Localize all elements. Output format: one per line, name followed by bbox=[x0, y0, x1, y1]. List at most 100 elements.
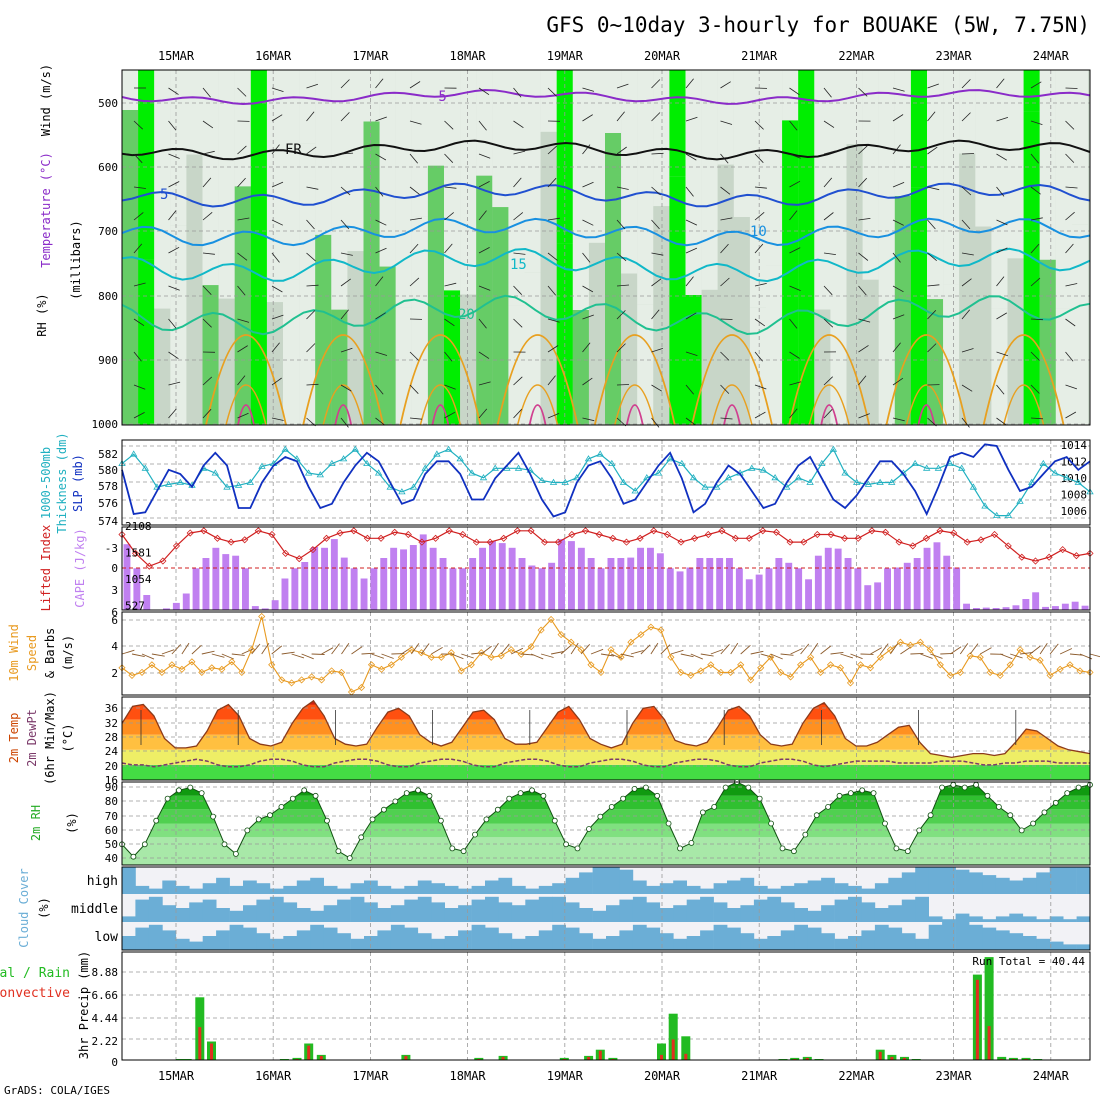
thickness-marker bbox=[409, 483, 418, 490]
thickness-marker bbox=[981, 502, 989, 509]
wind-barb bbox=[444, 212, 454, 221]
wind-speed-marker bbox=[537, 626, 545, 634]
surface-wind-barb bbox=[610, 653, 624, 660]
thickness-marker bbox=[1051, 469, 1059, 476]
rh-marker bbox=[210, 813, 217, 820]
wind-speed-marker bbox=[228, 658, 236, 666]
surface-contour-25 bbox=[691, 334, 773, 426]
bottom-date-label: 19MAR bbox=[547, 1069, 584, 1083]
slp-tick-label: 1008 bbox=[1061, 489, 1088, 502]
wind-barb bbox=[237, 145, 247, 155]
wind-barb bbox=[754, 411, 766, 419]
wind-barb bbox=[202, 285, 212, 295]
rh-band bbox=[508, 305, 525, 425]
cape-bar bbox=[261, 608, 269, 610]
wind-barb bbox=[306, 343, 316, 353]
rh-band bbox=[492, 70, 509, 208]
wind-speed-tick-label: 4 bbox=[111, 640, 118, 653]
rh-marker bbox=[130, 853, 137, 860]
wind-barb bbox=[271, 144, 280, 155]
wind-barb bbox=[651, 309, 660, 320]
cloud-cell-high bbox=[538, 885, 553, 894]
lifted-index-marker bbox=[391, 528, 399, 536]
wind-barb bbox=[720, 81, 731, 89]
surface-wind-barb bbox=[1020, 651, 1034, 655]
wind-barb bbox=[961, 309, 971, 320]
wind-barb bbox=[616, 284, 630, 287]
surface-wind-barb bbox=[750, 650, 764, 655]
surface-contour-25 bbox=[302, 334, 385, 426]
cloud-cell-high bbox=[821, 877, 835, 894]
wind-barb bbox=[547, 285, 557, 296]
wind-speed-marker bbox=[248, 646, 256, 654]
cape-bar bbox=[1032, 592, 1040, 610]
lifted-index-marker bbox=[936, 527, 944, 535]
rh-band bbox=[186, 154, 203, 425]
wind-barb bbox=[651, 152, 664, 155]
bottom-date-label: 21MAR bbox=[741, 1069, 778, 1083]
rh-marker bbox=[164, 795, 171, 802]
lifted-index-marker bbox=[513, 527, 521, 535]
wind-speed-marker bbox=[587, 661, 595, 669]
cape-bar bbox=[400, 549, 407, 610]
rh-band bbox=[685, 295, 702, 425]
thickness-marker bbox=[701, 483, 709, 490]
rh-marker bbox=[882, 820, 888, 827]
wind-barb bbox=[547, 318, 560, 323]
wind-barb bbox=[1065, 411, 1077, 419]
surface-wind-barb bbox=[830, 651, 844, 655]
cloud-cell-middle bbox=[606, 905, 620, 922]
wind-barb bbox=[996, 312, 1008, 320]
precip-convective-bar bbox=[198, 1027, 202, 1060]
surface-contour-25 bbox=[419, 384, 462, 426]
cloud-cell-middle bbox=[780, 902, 795, 922]
rh-tick-label: 40 bbox=[105, 852, 118, 865]
wind-barb bbox=[271, 181, 284, 188]
wind-speed-marker bbox=[208, 664, 216, 672]
wind-barb bbox=[409, 153, 419, 164]
temperature-band bbox=[122, 764, 1090, 780]
cloud-cell-high bbox=[189, 888, 203, 894]
cloud-cell-low bbox=[485, 927, 499, 950]
wind-speed-marker bbox=[168, 661, 176, 669]
wind-speed-marker bbox=[128, 671, 136, 679]
lifted-index-tick-label: 6 bbox=[111, 606, 118, 619]
cloud-cell-low bbox=[202, 936, 217, 950]
rh-tick-label: 50 bbox=[105, 838, 118, 851]
rh-marker bbox=[904, 848, 911, 855]
rh-band bbox=[862, 70, 879, 280]
cloud-cell-middle bbox=[256, 899, 271, 922]
cape-bar bbox=[597, 568, 605, 610]
surface-wind-barb bbox=[840, 653, 854, 659]
rh-marker bbox=[312, 792, 319, 799]
cloud-cell-high bbox=[269, 888, 284, 894]
cloud-cell-high bbox=[955, 869, 970, 894]
wind-barb bbox=[996, 384, 1005, 395]
wind-barb bbox=[237, 252, 248, 261]
wind-barb bbox=[547, 375, 556, 386]
cloud-cell-middle bbox=[431, 902, 445, 922]
wind-barb bbox=[306, 219, 315, 230]
lifted-index-marker bbox=[881, 528, 890, 536]
surface-wind-barb bbox=[660, 644, 671, 655]
thickness-marker bbox=[992, 511, 1001, 518]
rh-marker bbox=[358, 834, 365, 841]
wind-barb bbox=[996, 219, 1008, 226]
thickness-marker bbox=[887, 478, 896, 485]
cape-bar bbox=[459, 568, 467, 610]
wind-speed-marker bbox=[557, 631, 565, 639]
rh-marker bbox=[927, 812, 934, 819]
wind-barb bbox=[927, 111, 936, 122]
surface-wind-barb bbox=[730, 642, 739, 655]
wind-barb bbox=[685, 417, 696, 426]
rh-band bbox=[975, 226, 992, 425]
rh-band bbox=[669, 176, 686, 425]
wind-barb bbox=[306, 310, 316, 320]
cloud-cell-high bbox=[162, 880, 177, 894]
thickness-marker bbox=[1039, 459, 1048, 466]
rh-marker bbox=[175, 787, 182, 794]
cape-bar bbox=[558, 539, 565, 610]
wind-barb bbox=[892, 182, 905, 188]
cloud-cell-low bbox=[646, 927, 661, 950]
